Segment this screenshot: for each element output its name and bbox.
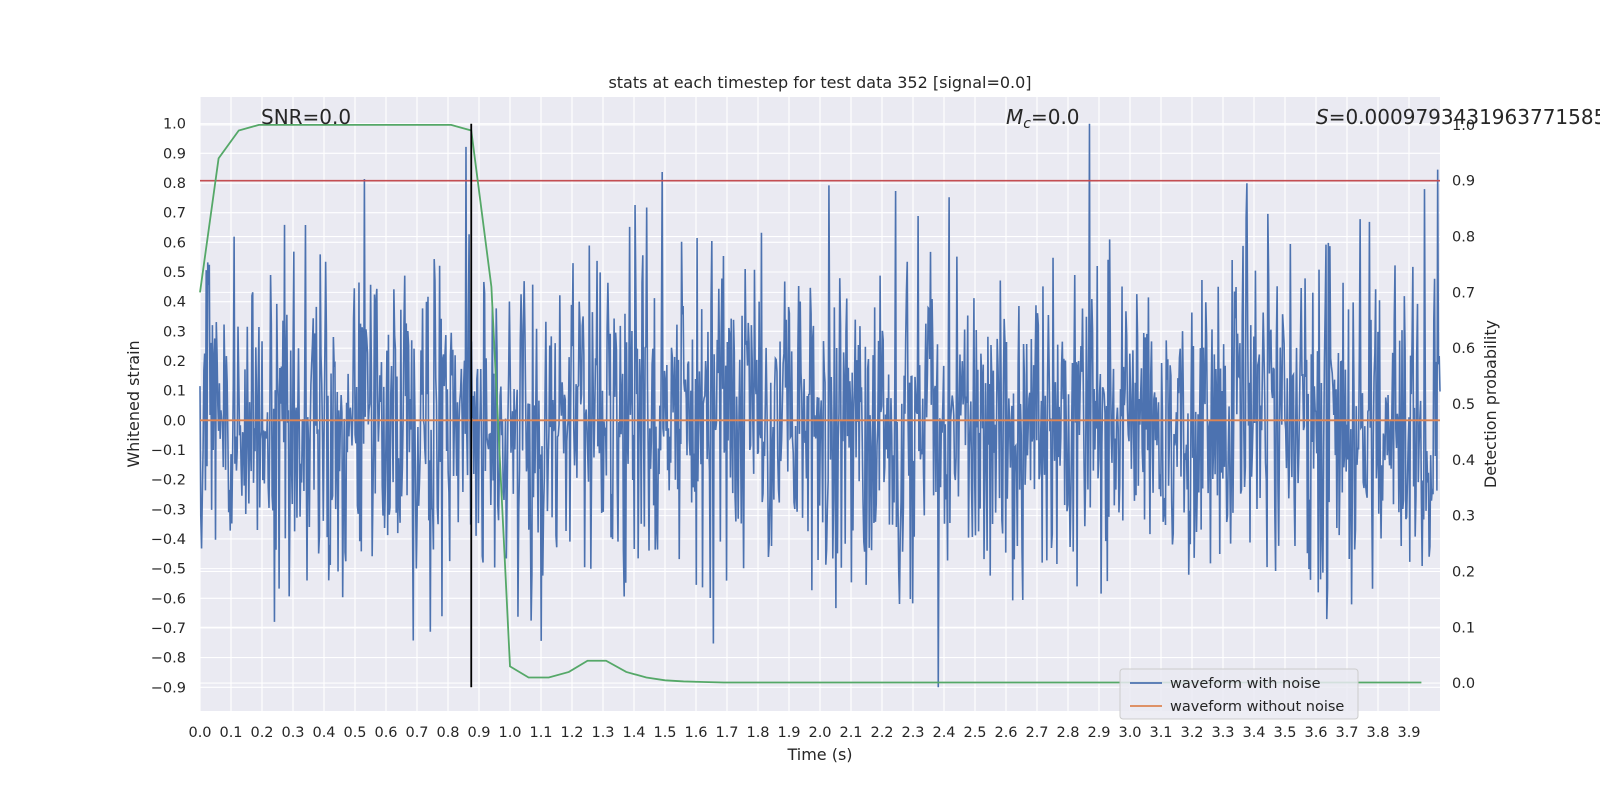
legend-label-clean: waveform without noise — [1170, 699, 1344, 715]
legend: waveform with noise waveform without noi… — [1119, 668, 1359, 720]
x-tick-label: 1.1 — [529, 725, 552, 741]
x-tick-label: 0.3 — [281, 725, 304, 741]
series-detection-probability — [199, 124, 1422, 684]
x-tick-label: 3.6 — [1304, 725, 1327, 741]
x-tick-label: 3.2 — [1180, 725, 1203, 741]
mc-subscript: c — [1023, 116, 1031, 132]
y-tick-label: 1.0 — [163, 117, 186, 133]
x-tick-label: 3.1 — [1149, 725, 1172, 741]
y-right-tick-label: 0.3 — [1452, 509, 1475, 525]
series-waveform-with-noise — [199, 123, 1441, 688]
y-right-tick-label: 0.0 — [1452, 676, 1475, 692]
x-tick-label: 1.5 — [653, 725, 676, 741]
y-right-tick-label: 0.9 — [1452, 174, 1475, 190]
y-tick-label: 0.4 — [163, 295, 186, 311]
x-tick-label: 3.4 — [1242, 725, 1265, 741]
x-tick-label: 2.9 — [1087, 725, 1110, 741]
snr-annotation: SNR=0.0 — [261, 105, 351, 129]
x-tick-label: 3.7 — [1335, 725, 1358, 741]
x-tick-label: 2.2 — [870, 725, 893, 741]
y-tick-label: 0.0 — [163, 413, 186, 429]
x-tick-label: 1.6 — [684, 725, 707, 741]
y-tick-label: 0.2 — [163, 354, 186, 370]
y-tick-label: −0.6 — [151, 591, 186, 607]
y-tick-label: 0.9 — [163, 146, 186, 162]
mc-annotation: Mc=0.0 — [1006, 105, 1080, 132]
s-annotation: S=0.0009793431963771585 — [1316, 105, 1600, 129]
y-tick-label: 0.7 — [163, 206, 186, 222]
x-tick-label: 2.1 — [839, 725, 862, 741]
y-tick-label: −0.3 — [151, 502, 186, 518]
x-tick-label: 1.2 — [560, 725, 583, 741]
x-tick-label: 0.7 — [405, 725, 428, 741]
x-tick-label: 2.7 — [1025, 725, 1048, 741]
y-tick-label: −0.5 — [151, 562, 186, 578]
x-tick-label: 3.9 — [1397, 725, 1420, 741]
x-tick-label: 0.8 — [436, 725, 459, 741]
y-axis-label: Whitened strain — [124, 340, 143, 467]
x-tick-label: 0.9 — [467, 725, 490, 741]
x-tick-label: 0.0 — [188, 725, 211, 741]
x-tick-label: 3.0 — [1118, 725, 1141, 741]
s-symbol: S — [1316, 105, 1329, 129]
x-axis-label: Time (s) — [786, 745, 852, 764]
s-value: =0.0009793431963771585 — [1329, 105, 1600, 129]
y-tick-label: 0.3 — [163, 324, 186, 340]
y-tick-label: 0.8 — [163, 176, 186, 192]
y-tick-label: −0.9 — [151, 680, 186, 696]
y-tick-label: 0.6 — [163, 235, 186, 251]
x-tick-label: 0.2 — [250, 725, 273, 741]
x-tick-label: 0.1 — [219, 725, 242, 741]
waveform-with-noise-line — [199, 123, 1441, 688]
mc-value: =0.0 — [1031, 105, 1080, 129]
y-tick-label: −0.7 — [151, 621, 186, 637]
x-tick-label: 1.4 — [622, 725, 645, 741]
x-axis-ticks: 0.0 0.1 0.2 0.3 0.4 0.5 0.6 0.7 0.8 0.9 1.0 1.1 1.2 1… — [188, 725, 1420, 741]
x-tick-label: 2.6 — [994, 725, 1017, 741]
x-tick-label: 2.4 — [932, 725, 955, 741]
y-right-tick-label: 0.6 — [1452, 341, 1475, 357]
y-tick-label: 0.5 — [163, 265, 186, 281]
y-tick-label: −0.4 — [151, 532, 186, 548]
x-tick-label: 2.3 — [901, 725, 924, 741]
y-axis-right-label: Detection probability — [1481, 320, 1500, 488]
y-axis-right-ticks: 1.0 0.9 0.8 0.7 0.6 0.5 0.4 0.3 0.2 0.1 0.0 — [1452, 118, 1475, 692]
detection-probability-line — [199, 124, 1422, 684]
x-tick-label: 3.5 — [1273, 725, 1296, 741]
legend-box — [1119, 668, 1359, 720]
y-right-tick-label: 0.1 — [1452, 620, 1475, 636]
y-axis-ticks: 1.0 0.9 0.8 0.7 0.6 0.5 0.4 0.3 0.2 0.1 0.0 −0.1 −0.… — [151, 117, 186, 697]
x-tick-label: 3.8 — [1366, 725, 1389, 741]
y-right-tick-label: 0.2 — [1452, 564, 1475, 580]
x-tick-label: 1.3 — [591, 725, 614, 741]
y-right-tick-label: 0.5 — [1452, 397, 1475, 413]
y-right-tick-label: 0.8 — [1452, 230, 1475, 246]
mc-symbol: M — [1006, 105, 1023, 129]
y-right-tick-label: 0.7 — [1452, 285, 1475, 301]
y-tick-label: 0.1 — [163, 384, 186, 400]
x-tick-label: 1.8 — [746, 725, 769, 741]
y-right-tick-label: 1.0 — [1452, 118, 1475, 134]
x-tick-label: 1.7 — [715, 725, 738, 741]
x-tick-label: 1.9 — [777, 725, 800, 741]
y-tick-label: −0.2 — [151, 473, 186, 489]
x-tick-label: 2.5 — [963, 725, 986, 741]
x-tick-label: 2.8 — [1056, 725, 1079, 741]
x-tick-label: 0.5 — [343, 725, 366, 741]
chart-title: stats at each timestep for test data 352… — [608, 73, 1031, 92]
x-tick-label: 1.0 — [498, 725, 521, 741]
x-tick-label: 0.4 — [312, 725, 335, 741]
x-tick-label: 3.3 — [1211, 725, 1234, 741]
x-tick-label: 0.6 — [374, 725, 397, 741]
grid — [199, 97, 1440, 711]
legend-label-noise: waveform with noise — [1170, 676, 1321, 692]
y-tick-label: −0.1 — [151, 443, 186, 459]
y-right-tick-label: 0.4 — [1452, 453, 1475, 469]
y-tick-label: −0.8 — [151, 651, 186, 667]
x-tick-label: 2.0 — [808, 725, 831, 741]
